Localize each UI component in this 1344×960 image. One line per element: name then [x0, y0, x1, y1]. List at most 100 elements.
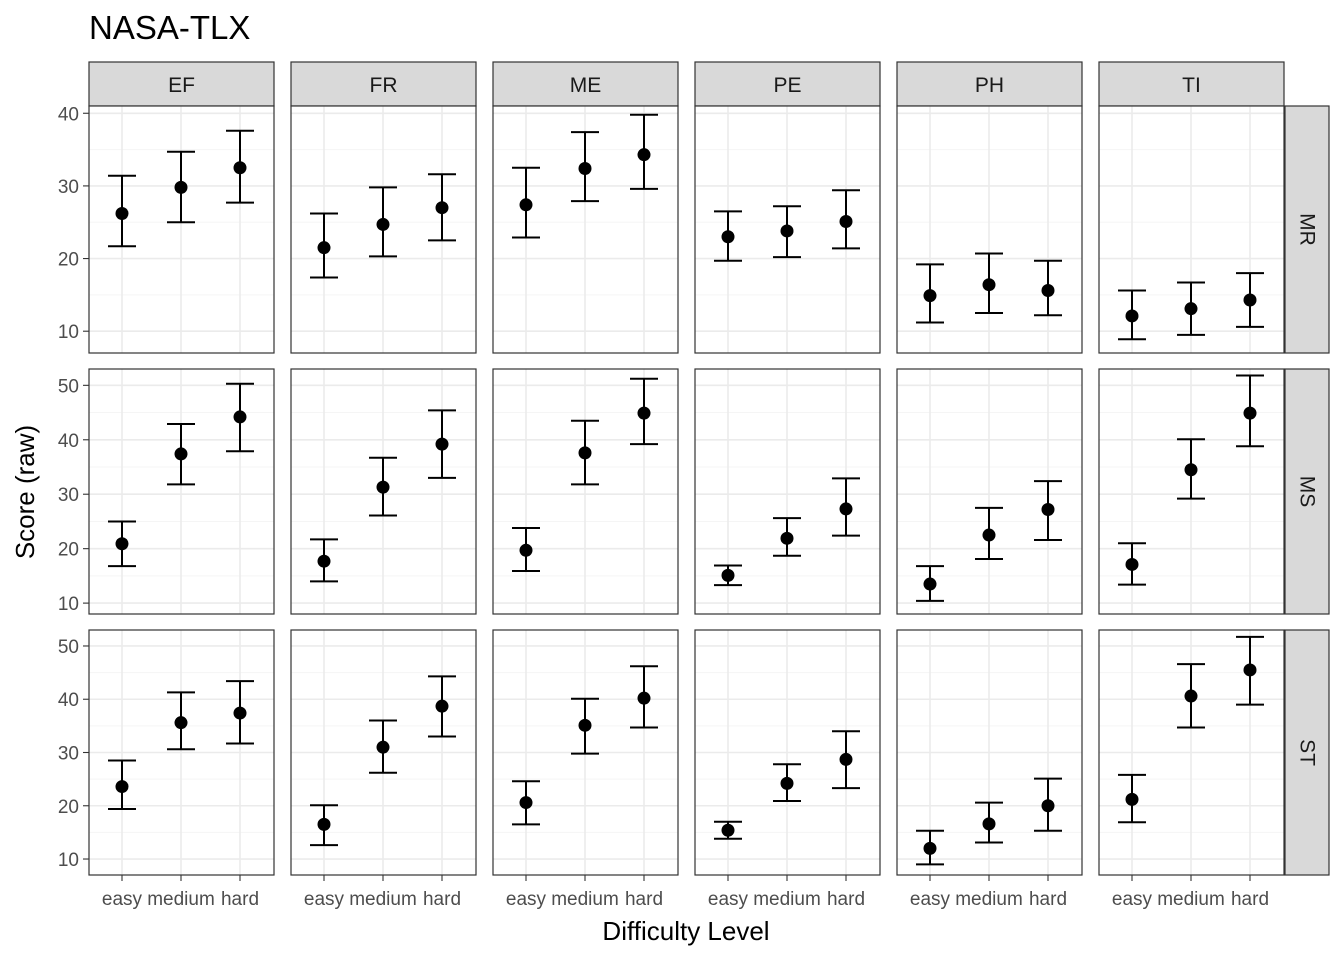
data-point [637, 691, 651, 705]
data-point [578, 161, 592, 175]
data-point [174, 180, 188, 194]
data-point [839, 752, 853, 766]
panel-border [1098, 105, 1285, 354]
x-tick-label: medium [147, 889, 215, 910]
x-tick-label: easy [506, 889, 547, 910]
facet-strip-label: PH [975, 74, 1004, 97]
x-tick-label: hard [625, 889, 663, 910]
x-tick-label: hard [1029, 889, 1067, 910]
panel-border [88, 368, 275, 615]
facet-panel-ms-pe [694, 368, 881, 615]
x-tick-label: hard [423, 889, 461, 910]
x-tick-label: medium [349, 889, 417, 910]
x-tick-label: medium [551, 889, 619, 910]
facet-strip-ms [1284, 368, 1330, 615]
panel-border [896, 105, 1083, 354]
data-point [435, 699, 449, 713]
facet-panel-ms-fr [290, 368, 477, 615]
panel-border [492, 368, 679, 615]
data-point [923, 841, 937, 855]
data-point [982, 278, 996, 292]
data-point [233, 410, 247, 424]
chart-title: NASA-TLX [89, 9, 250, 46]
x-tick-label: hard [1231, 889, 1269, 910]
facet-strip-label: FR [370, 74, 398, 97]
x-tick-label: easy [910, 889, 951, 910]
data-point [174, 447, 188, 461]
data-point [1184, 302, 1198, 316]
data-point [115, 780, 129, 794]
data-point [839, 502, 853, 516]
y-tick-label: 20 [58, 797, 79, 818]
data-point [1041, 284, 1055, 298]
facet-strip-fr [290, 61, 477, 107]
data-point [376, 217, 390, 231]
y-tick-label: 30 [58, 744, 79, 765]
data-point [317, 554, 331, 568]
y-tick-label: 10 [58, 594, 79, 615]
x-tick-label: medium [753, 889, 821, 910]
y-tick-label: 40 [58, 431, 79, 452]
y-tick-label: 20 [58, 540, 79, 561]
data-point [721, 568, 735, 582]
x-tick-label: medium [955, 889, 1023, 910]
facet-strip-ph [896, 61, 1083, 107]
facet-strip-label: EF [168, 74, 195, 97]
data-point [923, 577, 937, 591]
facet-panel-mr-pe [694, 105, 881, 354]
facet-panel-mr-fr [290, 105, 477, 354]
x-tick-label: easy [708, 889, 749, 910]
x-tick-label: medium [1157, 889, 1225, 910]
y-axis-title: Score (raw) [10, 425, 40, 559]
data-point [1184, 463, 1198, 477]
y-tick-label: 20 [58, 250, 79, 271]
data-point [1125, 792, 1139, 806]
data-point [1041, 502, 1055, 516]
facet-strip-pe [694, 61, 881, 107]
facet-panel-ms-ti [1098, 368, 1285, 615]
data-point [376, 740, 390, 754]
data-point [780, 224, 794, 238]
data-point [115, 537, 129, 551]
data-point [1041, 799, 1055, 813]
facet-panel-st-ef [88, 629, 275, 876]
data-point [780, 776, 794, 790]
data-point [435, 201, 449, 215]
x-tick-label: hard [827, 889, 865, 910]
facet-strip-me [492, 61, 679, 107]
y-tick-label: 10 [58, 850, 79, 871]
x-axis-title: Difficulty Level [602, 916, 769, 946]
data-point [839, 215, 853, 229]
data-point [1184, 689, 1198, 703]
data-point [637, 406, 651, 420]
facet-strip-label: ST [1296, 739, 1319, 766]
y-tick-label: 40 [58, 104, 79, 125]
data-point [435, 437, 449, 451]
data-point [1243, 663, 1257, 677]
facet-panel-st-fr [290, 629, 477, 876]
y-tick-label: 10 [58, 322, 79, 343]
data-point [637, 148, 651, 162]
panel-border [1098, 368, 1285, 615]
panel-border [896, 368, 1083, 615]
facet-panel-mr-ef [88, 105, 275, 354]
x-tick-label: easy [304, 889, 345, 910]
data-point [1243, 293, 1257, 307]
x-tick-label: easy [102, 889, 143, 910]
data-point [578, 446, 592, 460]
data-point [1125, 309, 1139, 323]
data-point [376, 480, 390, 494]
panel-border [290, 105, 477, 354]
y-tick-label: 30 [58, 485, 79, 506]
facet-strip-label: TI [1182, 74, 1201, 97]
data-point [233, 706, 247, 720]
facet-panel-st-ph [896, 629, 1083, 876]
y-tick-label: 50 [58, 637, 79, 658]
data-point [519, 198, 533, 212]
facet-panel-st-me [492, 629, 679, 876]
facet-strip-label: ME [570, 74, 602, 97]
data-point [982, 817, 996, 831]
facet-panel-mr-ph [896, 105, 1083, 354]
data-point [317, 817, 331, 831]
